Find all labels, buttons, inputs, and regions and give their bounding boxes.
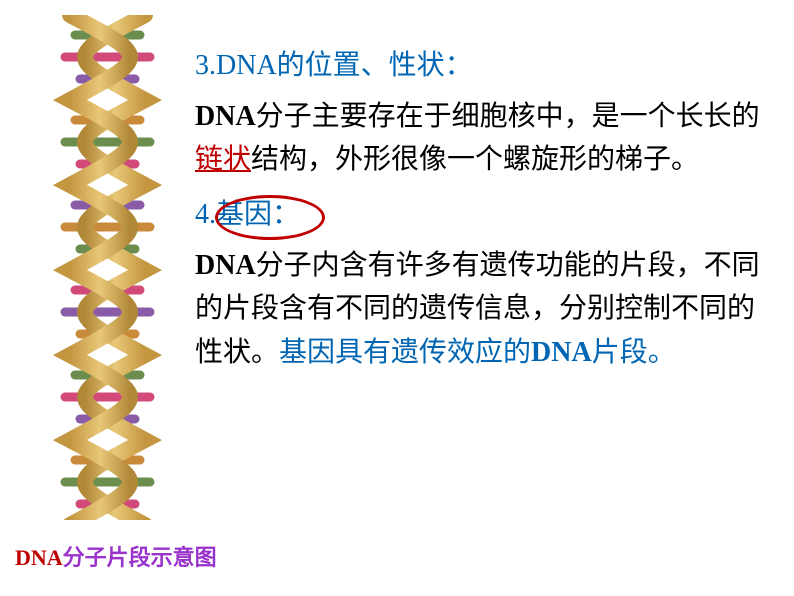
text-content: 3.DNA的位置、性状： DNA分子主要存在于细胞核中，是一个长长的链状结构，外… bbox=[195, 45, 760, 386]
dna-helix-illustration bbox=[35, 15, 180, 520]
section2-body: DNA分子内含有许多有遗传功能的片段，不同的片段含有不同的遗传信息，分别控制不同… bbox=[195, 244, 760, 374]
dna-caption: DNA分子片段示意图 bbox=[15, 540, 217, 572]
section2-heading: 4.基因： bbox=[195, 194, 760, 236]
section1-heading: 3.DNA的位置、性状： bbox=[195, 45, 760, 87]
dna-term: DNA bbox=[195, 101, 256, 132]
highlight-chain: 链状 bbox=[195, 144, 251, 175]
section1-body: DNA分子主要存在于细胞核中，是一个长长的链状结构，外形很像一个螺旋形的梯子。 bbox=[195, 95, 760, 182]
dna-term: DNA bbox=[195, 250, 256, 281]
